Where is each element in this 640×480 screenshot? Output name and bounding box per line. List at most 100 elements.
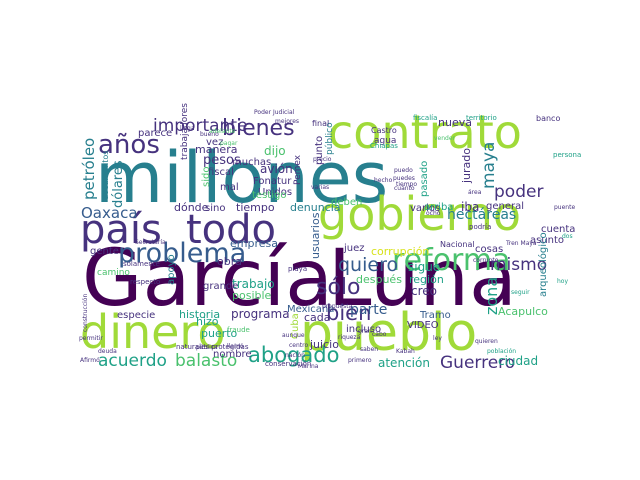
cloud-word: acuerdo — [98, 351, 167, 371]
cloud-word: García — [82, 234, 333, 324]
cloud-word: todo — [186, 207, 276, 253]
cloud-word: juicio — [309, 338, 339, 351]
cloud-word: deben — [331, 197, 362, 208]
cloud-word: pueblo — [300, 303, 477, 363]
cloud-word: puedes — [393, 175, 415, 182]
cloud-word: llamó — [227, 343, 244, 350]
cloud-word: Secretaría — [135, 239, 166, 246]
cloud-word: sino — [205, 203, 225, 214]
cloud-word: Luna — [328, 234, 517, 324]
cloud-word: fraude — [227, 326, 250, 334]
cloud-word: arriba — [424, 202, 453, 213]
cloud-word: respecto — [130, 278, 160, 286]
cloud-word: cuánto — [394, 185, 415, 192]
cloud-word: final — [312, 119, 329, 128]
cloud-word: territorio — [466, 114, 497, 122]
cloud-word: propuesta — [322, 303, 353, 310]
cloud-word: corrupto — [473, 257, 499, 264]
cloud-word: Cuba — [290, 313, 301, 339]
cloud-word: puerto — [201, 327, 238, 340]
cloud-word: Pemex — [293, 154, 303, 185]
cloud-word: trabajadores — [180, 103, 190, 160]
cloud-word: precio — [313, 156, 332, 163]
cloud-word: construcción — [82, 294, 89, 332]
cloud-word: hectáreas — [447, 207, 516, 223]
cloud-word: hizo — [196, 315, 219, 328]
cloud-word: Tramo — [419, 310, 451, 321]
cloud-word: Mexicana — [287, 304, 334, 315]
cloud-word: especie — [117, 310, 155, 321]
cloud-word: denuncia — [290, 201, 341, 214]
cloud-word: empresa — [230, 237, 278, 250]
cloud-word: cada — [304, 311, 331, 324]
cloud-word: pasado — [419, 161, 430, 197]
cloud-word: ocho — [426, 210, 441, 217]
cloud-word: apoyo — [166, 254, 177, 285]
cloud-word: grande — [203, 281, 238, 292]
cloud-word: vez — [206, 137, 223, 148]
cloud-word: ciudad — [498, 354, 538, 368]
cloud-word: sido — [201, 167, 212, 187]
cloud-word: nación — [285, 352, 305, 359]
cloud-word: solamente — [123, 260, 160, 268]
cloud-word: Kabah — [396, 348, 415, 355]
cloud-word: Castro — [371, 126, 397, 135]
cloud-word: región — [409, 273, 444, 286]
cloud-word: naturales protegidas — [176, 343, 249, 351]
cloud-word: público — [325, 122, 335, 155]
cloud-word: después — [356, 273, 402, 286]
cloud-word: incluso — [346, 324, 381, 335]
cloud-word: área — [468, 189, 482, 196]
cloud-word: centro — [289, 342, 308, 349]
cloud-word: Poder Judicial — [254, 109, 295, 116]
cloud-word: dinero — [80, 305, 225, 359]
cloud-word: posible — [232, 289, 272, 302]
cloud-word: usuarios — [309, 212, 322, 259]
cloud-word: parece — [138, 128, 172, 139]
cloud-word: cosas — [475, 244, 503, 255]
cloud-word: dónde — [174, 201, 209, 214]
cloud-word: corrupción — [371, 245, 429, 258]
cloud-word: petróleo — [80, 138, 98, 200]
cloud-word: muchas — [232, 157, 271, 168]
cloud-word: atención — [378, 356, 430, 370]
cloud-word: hecho — [374, 177, 393, 184]
cloud-word: historia — [179, 308, 220, 321]
cloud-word: puedo — [394, 167, 413, 174]
cloud-word: obra — [217, 255, 242, 268]
cloud-word: puente — [554, 204, 575, 211]
cloud-word: población — [487, 348, 516, 355]
cloud-word: maya — [479, 142, 499, 189]
cloud-word: zona — [482, 277, 501, 315]
cloud-word: adelante — [209, 128, 236, 135]
cloud-word: aunque — [282, 332, 305, 339]
cloud-word: arqueológico — [537, 232, 549, 297]
cloud-word: saben — [360, 346, 378, 353]
cloud-word: Nacional — [440, 240, 475, 249]
cloud-word: parte — [350, 302, 387, 318]
cloud-word: punto — [314, 136, 325, 165]
cloud-word: años — [98, 130, 160, 160]
cloud-word: millones — [95, 137, 388, 219]
cloud-word: abogado — [248, 343, 339, 367]
cloud-word: país — [80, 207, 162, 253]
cloud-word: gobierno — [318, 187, 521, 241]
cloud-word: juez — [343, 243, 365, 254]
cloud-word: camino — [97, 268, 130, 278]
cloud-word: riqueza — [338, 334, 361, 341]
cloud-word: gente — [90, 246, 119, 257]
cloud-word: avión — [260, 162, 293, 176]
cloud-word: problema — [118, 238, 246, 269]
cloud-word: ley — [433, 335, 442, 342]
cloud-word: permitir — [79, 335, 103, 342]
cloud-word: bueno — [200, 131, 219, 138]
cloud-word: general — [486, 201, 524, 212]
cloud-word: mismo — [490, 255, 547, 275]
cloud-word: dos — [562, 233, 573, 240]
cloud-word: hoy — [557, 278, 568, 285]
cloud-word: bien — [326, 301, 371, 325]
cloud-word: vender — [434, 135, 456, 142]
cloud-word: persona — [553, 151, 581, 159]
cloud-word: mal — [220, 182, 239, 193]
